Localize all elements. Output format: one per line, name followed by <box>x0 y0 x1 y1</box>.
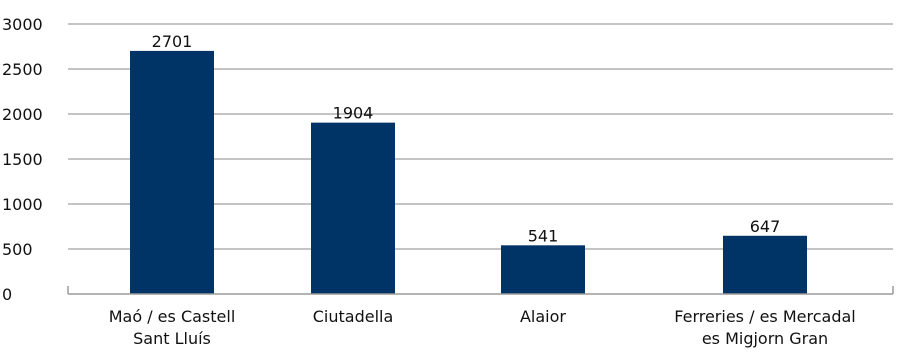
y-tick-label: 500 <box>2 240 33 259</box>
y-tick-label: 0 <box>2 285 12 304</box>
category-label: Ferreries / es Mercadal es Migjorn Gran <box>674 307 855 348</box>
bar <box>130 50 214 294</box>
x-axis <box>67 286 894 295</box>
y-tick-label: 2500 <box>2 60 43 79</box>
data-labels: 2701 1904 541 647 <box>152 32 781 245</box>
category-label: Maó / es Castell Sant Lluís <box>109 307 236 348</box>
category-label: Alaior <box>520 307 566 326</box>
y-tick-label: 2000 <box>2 105 43 124</box>
data-label: 2701 <box>152 32 193 51</box>
category-label: Ciutadella <box>313 307 394 326</box>
data-label: 647 <box>750 217 781 236</box>
bars <box>130 50 807 294</box>
y-axis-tick-labels: 0 500 1000 1500 2000 2500 3000 <box>2 15 43 304</box>
data-label: 1904 <box>333 104 374 123</box>
data-label: 541 <box>528 226 559 245</box>
y-tick-label: 1500 <box>2 150 43 169</box>
y-tick-label: 1000 <box>2 195 43 214</box>
x-axis-category-labels: Maó / es Castell Sant Lluís Ciutadella Alai… <box>109 307 856 348</box>
bar <box>311 122 395 294</box>
bar <box>723 235 807 294</box>
y-tick-label: 3000 <box>2 15 43 34</box>
bar <box>501 245 585 294</box>
